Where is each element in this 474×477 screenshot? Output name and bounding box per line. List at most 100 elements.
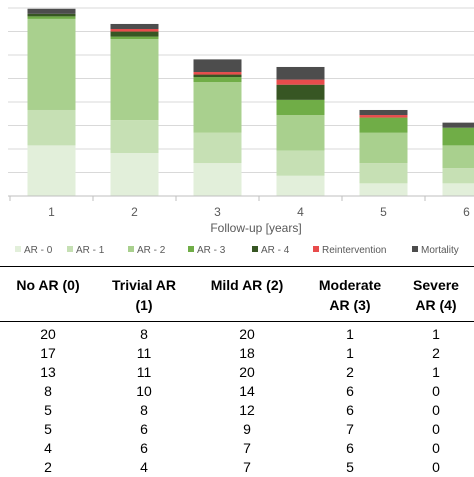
bar-segment <box>111 32 159 37</box>
x-tick-label: 3 <box>214 205 221 219</box>
table-cell: 17 <box>0 344 96 363</box>
legend-label: Reintervention <box>322 245 386 256</box>
table-cell: 13 <box>0 363 96 382</box>
table-cell: 1 <box>302 344 398 363</box>
x-tick-label: 5 <box>380 205 387 219</box>
table-header-text: Moderate <box>319 277 381 293</box>
bar-segment <box>111 39 159 120</box>
table-header-text: No AR (0) <box>16 277 79 293</box>
bar-segment <box>360 115 408 118</box>
bar-segment <box>443 168 474 183</box>
bar-segment <box>443 123 474 128</box>
table-header-text: Trivial AR <box>112 277 176 293</box>
table-cell: 7 <box>192 458 302 477</box>
table-cell: 20 <box>192 363 302 382</box>
bar-segment <box>194 82 242 133</box>
legend-swatch <box>188 246 194 252</box>
bar-segment <box>111 120 159 153</box>
table-header-text: (1) <box>135 297 152 313</box>
bar-segment <box>111 153 159 196</box>
table-cell: 0 <box>398 420 474 439</box>
table-cell: 7 <box>302 420 398 439</box>
table-cell: 2 <box>398 344 474 363</box>
table-cell: 1 <box>302 322 398 345</box>
table-cell: 9 <box>192 420 302 439</box>
bar-segment <box>111 29 159 32</box>
bar-segment <box>194 75 242 78</box>
x-tick-label: 1 <box>48 205 55 219</box>
table-cell: 5 <box>302 458 398 477</box>
table-cell: 8 <box>96 322 192 345</box>
bar-segment <box>28 145 76 196</box>
table-cell: 6 <box>96 420 192 439</box>
table-header: Mild AR (2) <box>192 267 302 322</box>
legend-label: Mortality <box>421 245 459 256</box>
bar-segment <box>28 14 76 17</box>
legend-label: AR - 4 <box>261 245 290 256</box>
bar-segment <box>360 110 408 115</box>
legend-label: AR - 0 <box>24 245 53 256</box>
table-cell: 7 <box>192 439 302 458</box>
bar-segment <box>360 118 408 133</box>
table-cell: 14 <box>192 382 302 401</box>
bar-segment <box>111 37 159 40</box>
table-cell: 1 <box>398 363 474 382</box>
table-header-text: Severe <box>413 277 459 293</box>
table-cell: 1 <box>398 322 474 345</box>
bar-segment <box>28 110 76 145</box>
ar-grade-table-container: No AR (0)Trivial AR(1)Mild AR (2)Moderat… <box>0 266 474 475</box>
table-cell: 18 <box>192 344 302 363</box>
table-cell: 6 <box>96 439 192 458</box>
bar-segment <box>277 85 325 100</box>
x-tick-label: 4 <box>297 205 304 219</box>
table-header-text: AR (3) <box>329 297 370 313</box>
legend-swatch <box>412 246 418 252</box>
bar-segment <box>443 183 474 196</box>
bar-segment <box>194 59 242 72</box>
table-cell: 11 <box>96 363 192 382</box>
bar-segment <box>277 176 325 196</box>
bar-segment <box>28 16 76 19</box>
table-header-row: No AR (0)Trivial AR(1)Mild AR (2)Moderat… <box>0 267 474 322</box>
bar-segment <box>277 100 325 115</box>
table-cell: 12 <box>192 401 302 420</box>
table-cell: 0 <box>398 458 474 477</box>
bar-segment <box>360 133 408 163</box>
table-cell: 4 <box>0 439 96 458</box>
table-cell: 11 <box>96 344 192 363</box>
bar-segment <box>194 163 242 196</box>
legend-swatch <box>252 246 258 252</box>
bar-segment <box>443 128 474 146</box>
bar-segment <box>360 183 408 196</box>
bar-segment <box>194 133 242 163</box>
table-cell: 2 <box>0 458 96 477</box>
legend-swatch <box>313 246 319 252</box>
bar-segment <box>360 163 408 183</box>
table-cell: 5 <box>0 401 96 420</box>
table-header: Moderate AR (3) <box>302 267 398 322</box>
table-cell: 20 <box>192 322 302 345</box>
table-header: Trivial AR (1) <box>96 267 192 322</box>
legend-label: AR - 3 <box>197 245 226 256</box>
bar-segment <box>277 67 325 80</box>
table-cell: 20 <box>0 322 96 345</box>
x-tick-label: 6 <box>463 205 470 219</box>
bar-segment <box>194 72 242 75</box>
table-cell: 8 <box>96 401 192 420</box>
table-cell: 10 <box>96 382 192 401</box>
table-header: No AR (0) <box>0 267 96 322</box>
bar-segment <box>194 77 242 82</box>
table-cell: 2 <box>302 363 398 382</box>
bar-segment <box>111 24 159 29</box>
table-cell: 6 <box>302 401 398 420</box>
table-cell: 4 <box>96 458 192 477</box>
table-cell: 6 <box>302 382 398 401</box>
legend-swatch <box>15 246 21 252</box>
